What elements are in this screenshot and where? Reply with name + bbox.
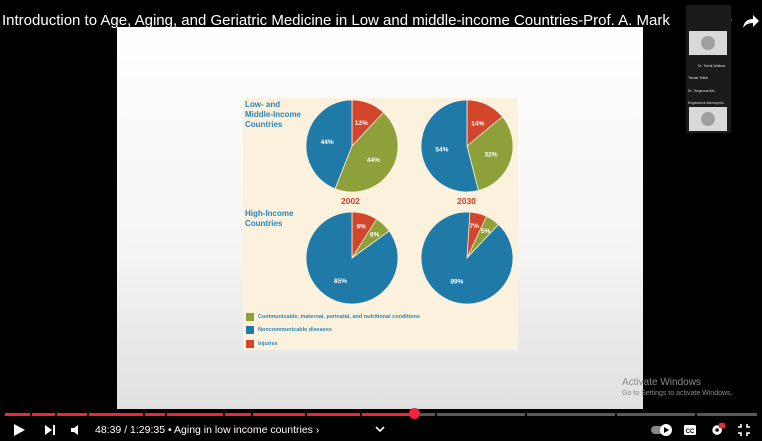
chapter-marker	[525, 413, 527, 416]
legend-label: Noncommunicable diseases	[258, 327, 332, 333]
pie-data-label: 14%	[471, 121, 484, 128]
play-icon[interactable]	[12, 423, 26, 437]
pie-data-label: 54%	[435, 147, 448, 154]
pie-slice-noncommunicable	[420, 99, 479, 193]
chapter-marker	[30, 413, 32, 416]
chapter-marker	[251, 413, 253, 416]
pie-data-label: 44%	[321, 139, 334, 146]
chapter-marker	[143, 413, 145, 416]
legend-label: Injuries	[258, 341, 278, 347]
pie-slice-communicable	[334, 111, 399, 193]
pie-data-label: 89%	[450, 279, 463, 286]
chapter-marker	[695, 413, 697, 416]
participant-tile[interactable]	[689, 107, 727, 131]
pie-data-label: 12%	[355, 120, 368, 127]
current-time: 48:39	[95, 424, 122, 436]
scrubber-handle[interactable]	[409, 408, 421, 419]
pie-slice-communicable	[466, 116, 514, 192]
pie-lmic-2030: 14% 32% 54%	[420, 99, 514, 193]
pie-high-2002: 9%6% 85%	[305, 211, 399, 305]
legend-swatch	[246, 326, 254, 334]
chapter-title[interactable]: Aging in low income countries	[174, 424, 313, 436]
row-label-lmic: Low- and Middle-Income Countries	[245, 100, 302, 129]
avatar	[701, 36, 715, 50]
video-title[interactable]: Introduction to Age, Aging, and Geriatri…	[2, 12, 670, 29]
legend-item-noncommunicable: Noncommunicable diseases	[246, 326, 332, 334]
pie-data-label: 85%	[334, 278, 347, 285]
pie-data-label: 9%	[357, 224, 367, 231]
chapter-marker	[55, 413, 57, 416]
exit-fullscreen-icon[interactable]	[737, 423, 751, 437]
participant-name: Dr. Tsegereal Ale..	[688, 89, 717, 93]
pie-slice-noncommunicable	[305, 99, 353, 190]
participant-name: Engdawork Alemayehu	[688, 101, 724, 105]
year-label-2002: 2002	[341, 196, 360, 206]
chapter-marker	[360, 413, 362, 416]
chapter-marker	[165, 413, 167, 416]
legend-item-communicable: Communicable, maternal, perinatal, and n…	[246, 313, 420, 321]
chapter-marker	[87, 413, 89, 416]
row-label-high-income: High-Income Countries	[245, 209, 294, 228]
pie-high-2030: 7%5% 89%	[420, 211, 514, 305]
participant-tile[interactable]	[689, 31, 727, 55]
next-icon[interactable]	[43, 423, 57, 437]
pie-data-label: 44%	[367, 157, 380, 164]
time-display: 48:39 / 1:29:35 • Aging in low income co…	[95, 424, 320, 436]
pie-data-label: 6%	[370, 231, 380, 238]
progress-played	[5, 413, 415, 416]
chevron-down-icon[interactable]	[374, 423, 386, 437]
legend-swatch	[246, 340, 254, 348]
pie-data-label: 7%	[470, 223, 480, 230]
activate-windows-hint: Go to Settings to activate Windows.	[622, 390, 733, 397]
avatar	[701, 112, 715, 126]
settings-icon[interactable]	[710, 423, 726, 437]
progress-bar[interactable]	[5, 413, 757, 416]
participant-name: Tsedal Teklai	[688, 76, 708, 80]
pie-slice-noncommunicable	[305, 211, 399, 305]
svg-text:CC: CC	[686, 429, 695, 435]
autoplay-toggle-icon[interactable]	[650, 423, 674, 437]
pie-data-label: 5%	[481, 228, 491, 235]
year-label-2030: 2030	[457, 196, 476, 206]
legend-swatch	[246, 313, 254, 321]
chapter-marker	[615, 413, 617, 416]
total-time: 1:29:35	[130, 424, 166, 436]
pie-data-label: 32%	[485, 151, 498, 158]
legend-item-injuries: Injuries	[246, 340, 278, 348]
share-icon[interactable]	[742, 12, 760, 30]
participants-panel: Dr. Tsinat Walkaa Tsedal Teklai Dr. Tseg…	[686, 5, 731, 133]
pie-lmic-2002: 12% 44% 44%	[305, 99, 399, 193]
captions-icon[interactable]: CC	[683, 423, 697, 437]
activate-windows-watermark: Activate Windows	[622, 377, 701, 388]
player-controls: CC	[0, 420, 762, 441]
pie-slice-noncommunicable	[420, 211, 514, 305]
volume-icon[interactable]	[70, 423, 84, 437]
legend-label: Communicable, maternal, perinatal, and n…	[258, 314, 420, 320]
participant-name: Dr. Tsinat Walkaa	[698, 64, 726, 68]
chapter-marker	[305, 413, 307, 416]
chapter-marker	[435, 413, 437, 416]
chapter-marker	[223, 413, 225, 416]
